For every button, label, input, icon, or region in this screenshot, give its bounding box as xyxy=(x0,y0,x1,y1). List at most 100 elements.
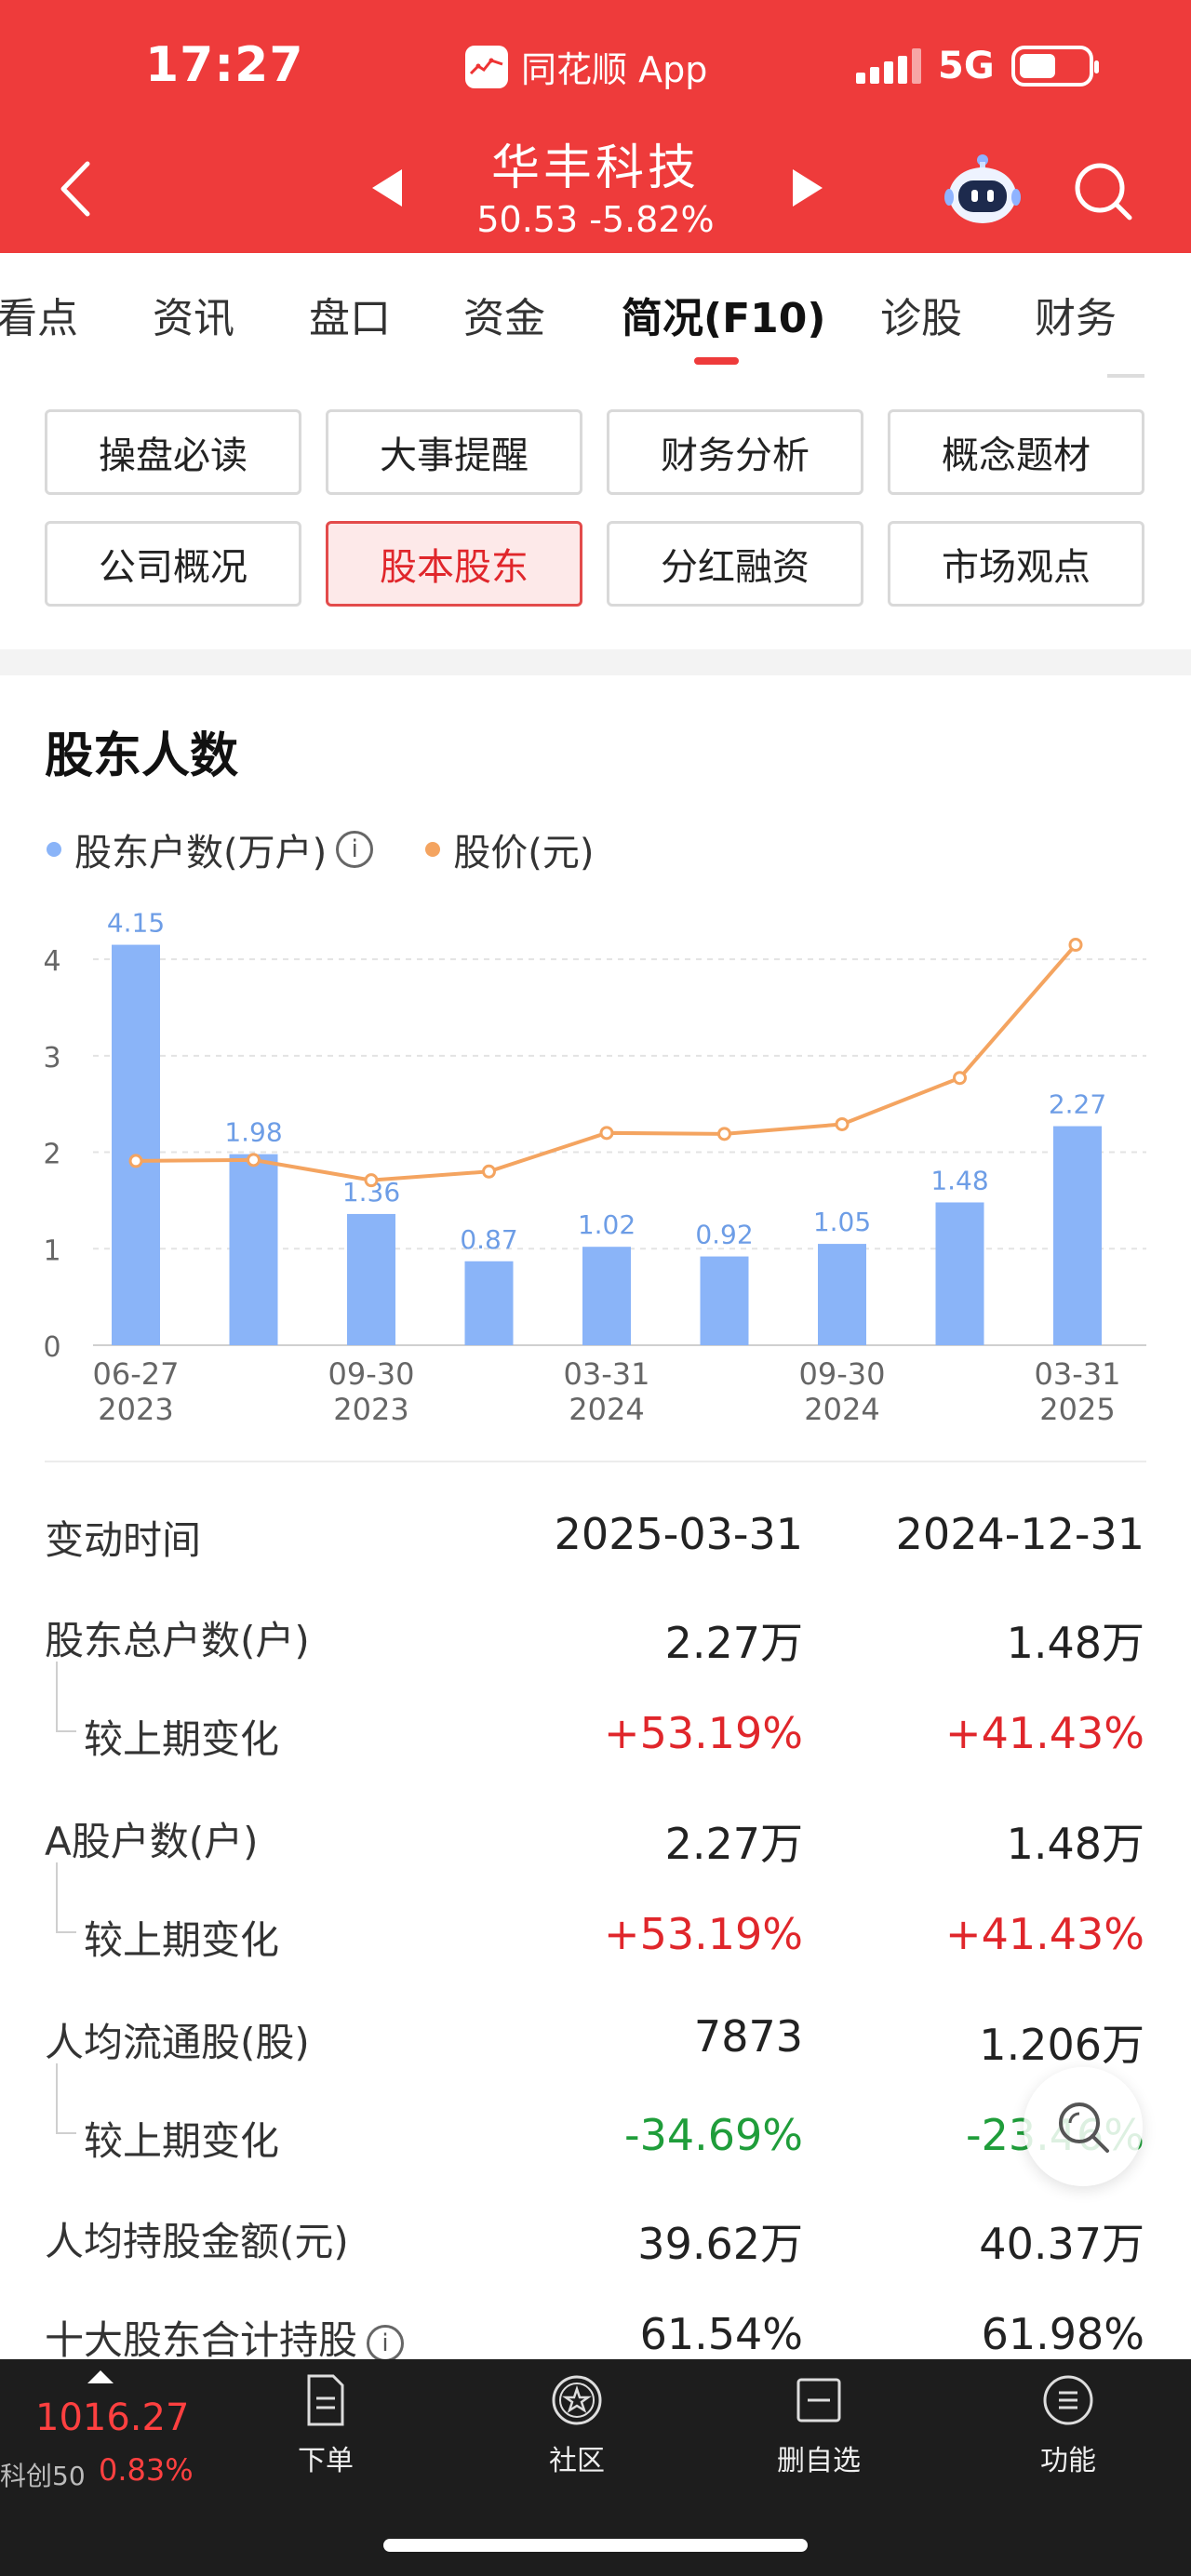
y-tick-label: 3 xyxy=(43,1042,60,1074)
prev-stock-icon[interactable] xyxy=(368,167,406,208)
row-label: 较上期变化 xyxy=(84,1716,280,1762)
row-col2: 1.206万 xyxy=(979,2020,1144,2070)
app-header: 17:27 同花顺 App 5G 华丰科技 50.53 -5.82% xyxy=(0,0,1191,253)
nav-order-label: 下单 xyxy=(298,2445,354,2477)
nav-functions[interactable]: 功能 xyxy=(994,2372,1143,2503)
bar xyxy=(935,1202,984,1345)
row-label: 十大股东合计持股 i xyxy=(45,2309,405,2366)
bar xyxy=(700,1256,749,1345)
subtab-trading-guide[interactable]: 操盘必读 xyxy=(45,409,301,495)
next-stock-icon[interactable] xyxy=(789,167,826,208)
info-icon[interactable]: i xyxy=(336,831,374,868)
section-title: 股东人数 xyxy=(45,728,239,784)
bar-value-label: 0.87 xyxy=(460,1224,517,1255)
legend-price-label: 股价(元) xyxy=(453,832,595,874)
nav-community-label: 社区 xyxy=(549,2445,605,2477)
table-row: 人均流通股(股) 7873 1.206万 xyxy=(0,1983,1191,2082)
row-col2: +41.43% xyxy=(945,1909,1144,1959)
back-arrow-icon[interactable] xyxy=(52,156,99,221)
bottom-bar: 1016.27 科创50 0.83% 下单 社区 删自选 功能 xyxy=(0,2359,1191,2576)
tab-panko[interactable]: 盘口 xyxy=(309,295,391,342)
bar xyxy=(818,1244,866,1345)
tree-connector xyxy=(56,1862,76,1933)
chart-divider xyxy=(45,1461,1146,1462)
index-value[interactable]: 1016.27 xyxy=(35,2396,190,2439)
bar-value-label: 1.48 xyxy=(930,1165,988,1195)
x-tick-year-label: 2023 xyxy=(333,1392,408,1427)
row-col2: +41.43% xyxy=(945,1708,1144,1758)
subtab-financial-analysis[interactable]: 财务分析 xyxy=(607,409,863,495)
row-label: 较上期变化 xyxy=(84,2118,280,2164)
bar xyxy=(229,1154,278,1345)
row-col2: 40.37万 xyxy=(979,2219,1144,2269)
floating-search-button[interactable] xyxy=(1024,2067,1143,2186)
x-tick-label: 06-27 xyxy=(93,1356,180,1392)
tab-finance[interactable]: 财务 xyxy=(1035,295,1117,342)
bar xyxy=(464,1261,514,1345)
subtab-concepts[interactable]: 概念题材 xyxy=(888,409,1144,495)
nav-remove-watchlist[interactable]: 删自选 xyxy=(744,2372,893,2503)
tab-news[interactable]: 资讯 xyxy=(153,295,234,342)
legend-holders-label: 股东户数(万户) xyxy=(74,832,328,874)
tab-kandian[interactable]: 看点 xyxy=(0,295,78,342)
section-separator xyxy=(0,649,1191,675)
signal-icon xyxy=(856,48,921,84)
nav-remove-watchlist-label: 删自选 xyxy=(777,2445,861,2477)
tab-funds[interactable]: 资金 xyxy=(463,295,545,342)
legend-price-marker xyxy=(425,842,441,857)
row-label: 股东总户数(户) xyxy=(45,1618,310,1663)
table-row-change: 较上期变化 +53.19% +41.43% xyxy=(0,1662,1191,1779)
y-tick-label: 1 xyxy=(43,1235,60,1267)
y-tick-label: 0 xyxy=(43,1331,60,1364)
header-col1: 2025-03-31 xyxy=(554,1509,803,1559)
price-point xyxy=(953,1071,967,1086)
y-tick-label: 4 xyxy=(43,945,60,978)
subtab-market-views[interactable]: 市场观点 xyxy=(888,521,1144,607)
nav-community[interactable]: 社区 xyxy=(502,2372,651,2503)
row-label: 人均流通股(股) xyxy=(45,2020,310,2065)
x-tick-year-label: 2024 xyxy=(804,1392,879,1427)
table-row: 股东总户数(户) 2.27万 1.48万 xyxy=(0,1582,1191,1680)
functions-menu-icon xyxy=(1043,2375,1093,2425)
tree-connector xyxy=(56,2063,76,2134)
status-indicators: 5G xyxy=(856,45,1099,87)
robot-assistant-icon[interactable] xyxy=(943,153,1022,227)
price-point xyxy=(128,1154,143,1168)
row-col1: 39.62万 xyxy=(637,2219,803,2269)
x-tick-year-label: 2023 xyxy=(98,1392,173,1427)
subtab-events[interactable]: 大事提醒 xyxy=(326,409,582,495)
tab-f10[interactable]: 简况(F10) xyxy=(622,295,826,342)
price-point xyxy=(1068,938,1083,953)
row-col2: 1.48万 xyxy=(1006,1618,1144,1668)
status-app-indicator[interactable]: 同花顺 App xyxy=(465,41,707,92)
bar-value-label: 0.92 xyxy=(695,1220,753,1250)
row-col2: 1.48万 xyxy=(1006,1819,1144,1869)
row-label: A股户数(户) xyxy=(45,1819,259,1864)
subtab-company-profile[interactable]: 公司概况 xyxy=(45,521,301,607)
subtab-shareholders[interactable]: 股本股东 xyxy=(326,521,582,607)
tab-diagnosis[interactable]: 诊股 xyxy=(880,295,962,342)
x-tick-label: 03-31 xyxy=(564,1356,650,1392)
x-tick-label: 03-31 xyxy=(1035,1356,1121,1392)
index-change[interactable]: 0.83% xyxy=(99,2452,194,2488)
order-document-icon xyxy=(307,2374,344,2426)
stock-name: 华丰科技 xyxy=(490,140,700,196)
table-row-change: 较上期变化 -34.69% -23.46% xyxy=(0,2063,1191,2181)
y-tick-label: 2 xyxy=(43,1139,60,1171)
x-tick-label: 09-30 xyxy=(799,1356,886,1392)
x-tick-year-label: 2024 xyxy=(569,1392,644,1427)
search-icon[interactable] xyxy=(1072,160,1133,221)
nav-order[interactable]: 下单 xyxy=(251,2372,400,2503)
chart-legend: 股东户数(万户) i 股价(元) xyxy=(47,822,594,876)
index-name[interactable]: 科创50 xyxy=(0,2461,86,2491)
battery-icon xyxy=(1010,46,1099,87)
bar-value-label: 1.98 xyxy=(224,1117,282,1148)
row-col1: 2.27万 xyxy=(664,1819,803,1869)
info-icon[interactable]: i xyxy=(367,2324,405,2362)
app-logo-icon xyxy=(465,45,508,88)
tab-bar: 看点 资讯 盘口 资金 简况(F10) 诊股 财务 xyxy=(0,253,1191,378)
bar xyxy=(347,1213,395,1345)
expand-up-icon[interactable] xyxy=(87,2370,114,2383)
subtab-dividends[interactable]: 分红融资 xyxy=(607,521,863,607)
price-point xyxy=(599,1126,614,1141)
